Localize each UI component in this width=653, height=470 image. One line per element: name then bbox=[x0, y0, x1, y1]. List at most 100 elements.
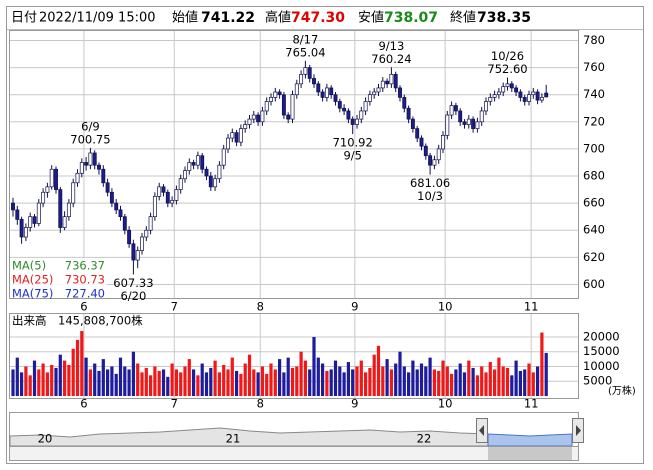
volume-bar bbox=[179, 372, 183, 396]
candle-body bbox=[393, 74, 398, 89]
volume-bar bbox=[127, 369, 131, 396]
candle-body bbox=[324, 87, 329, 98]
handle-arrow bbox=[576, 425, 581, 436]
volume-unit: (万株) bbox=[608, 384, 636, 397]
volume-bar bbox=[432, 369, 436, 396]
field-value: 741.22 bbox=[201, 10, 255, 26]
volume-bar bbox=[364, 372, 368, 396]
annotation-date: 6/20 bbox=[120, 289, 146, 303]
candle-body bbox=[114, 202, 119, 211]
candle-body bbox=[299, 74, 304, 85]
volume-bar bbox=[376, 345, 381, 396]
volume-bar bbox=[256, 372, 260, 396]
volume-bar bbox=[204, 372, 209, 396]
volume-bar bbox=[536, 366, 540, 396]
volume-bar bbox=[342, 372, 346, 396]
volume-bar bbox=[153, 366, 157, 396]
volume-bar bbox=[286, 357, 290, 396]
volume-bar bbox=[71, 348, 75, 396]
volume-bar bbox=[230, 357, 234, 396]
volume-bar bbox=[325, 370, 329, 396]
volume-bar bbox=[20, 372, 24, 396]
candle-body bbox=[41, 191, 46, 204]
volume-bar bbox=[471, 367, 475, 396]
x-tick-label: 10 bbox=[438, 300, 453, 314]
volume-bar bbox=[170, 363, 174, 396]
candle-body bbox=[380, 80, 385, 89]
price-panel bbox=[9, 30, 579, 299]
candle-body bbox=[290, 94, 295, 120]
volume-bar bbox=[450, 373, 454, 396]
volume-bar bbox=[32, 360, 37, 396]
candle-body bbox=[544, 92, 549, 98]
candle-body bbox=[165, 191, 170, 204]
volume-bar bbox=[269, 363, 273, 396]
candle-body bbox=[509, 83, 514, 89]
annotation-value: 681.06 bbox=[410, 176, 450, 190]
candle-body bbox=[226, 137, 230, 150]
candle-body bbox=[359, 110, 364, 120]
volume-bar bbox=[106, 369, 110, 396]
volume-bar bbox=[144, 367, 148, 396]
volume-bar bbox=[437, 370, 441, 396]
volume-bar bbox=[123, 366, 127, 396]
candle-body bbox=[333, 94, 338, 102]
candle-body bbox=[432, 159, 437, 166]
volume-bar bbox=[140, 372, 144, 396]
x-tick-label: 6 bbox=[80, 397, 87, 411]
volume-bar bbox=[260, 366, 264, 396]
candle-body bbox=[88, 152, 93, 166]
candle-body bbox=[15, 209, 20, 220]
navigator-label: 22 bbox=[417, 432, 432, 446]
candle-body bbox=[488, 97, 493, 102]
candle-body bbox=[19, 219, 24, 238]
annotation-date: 10/26 bbox=[491, 49, 524, 63]
scrollbar[interactable] bbox=[9, 446, 579, 461]
candle-body bbox=[428, 155, 433, 166]
annotation-date: 9/5 bbox=[343, 149, 362, 163]
volume-bar bbox=[303, 360, 307, 396]
candle-body bbox=[535, 91, 540, 101]
volume-bar bbox=[136, 363, 140, 396]
volume-bar bbox=[458, 363, 462, 396]
candle-body bbox=[247, 118, 252, 125]
candle-body bbox=[496, 91, 501, 96]
candle-body bbox=[514, 87, 519, 93]
annotation-date: 10/3 bbox=[417, 189, 443, 203]
volume-bar bbox=[407, 372, 411, 396]
x-tick-label: 8 bbox=[257, 397, 264, 411]
candle-body bbox=[79, 162, 84, 174]
volume-bar bbox=[488, 362, 492, 396]
candle-body bbox=[531, 91, 536, 96]
y-tick-label: 600 bbox=[583, 277, 605, 291]
volume-bar bbox=[355, 366, 359, 396]
candle-body bbox=[522, 97, 527, 102]
candle-body bbox=[329, 87, 334, 96]
y-tick-label: 640 bbox=[583, 223, 605, 237]
scroll-thumb[interactable] bbox=[488, 447, 572, 460]
candle-body bbox=[45, 186, 50, 193]
volume-bar bbox=[273, 369, 277, 396]
candle-body bbox=[342, 107, 347, 112]
candle-body bbox=[350, 118, 355, 125]
volume-bar bbox=[467, 360, 471, 396]
volume-bar bbox=[299, 351, 303, 396]
volume-bar bbox=[497, 357, 501, 396]
volume-bar bbox=[200, 363, 204, 396]
candle-body bbox=[187, 162, 192, 171]
annotation-value: 710.92 bbox=[333, 136, 373, 150]
volume-bar bbox=[75, 339, 80, 396]
y-tick-label: 720 bbox=[583, 114, 605, 128]
candle-body bbox=[316, 83, 321, 93]
field-label: 安値 bbox=[358, 10, 384, 26]
volume-bar bbox=[381, 366, 385, 396]
candle-body bbox=[135, 250, 140, 261]
volume-bar bbox=[114, 373, 118, 396]
volume-bar bbox=[97, 370, 101, 396]
volume-bar bbox=[398, 351, 402, 396]
volume-bar bbox=[351, 369, 355, 396]
volume-bar bbox=[118, 357, 123, 396]
volume-bar bbox=[544, 352, 548, 396]
candle-body bbox=[256, 114, 261, 123]
